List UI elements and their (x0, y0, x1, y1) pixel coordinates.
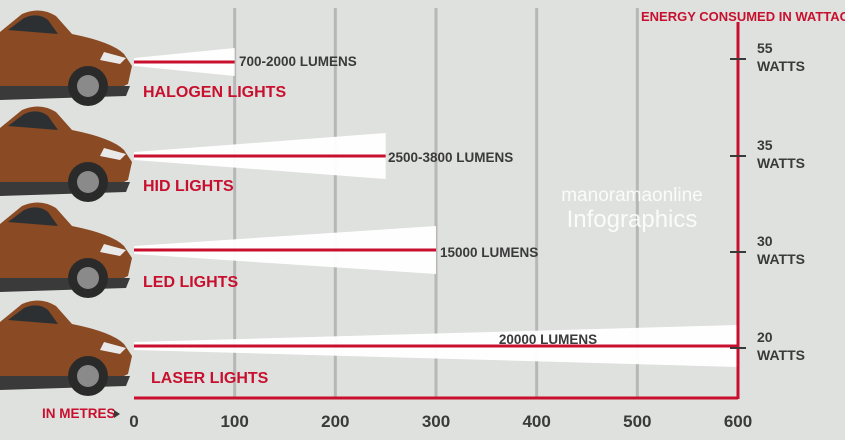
x-axis-label: IN METRES (42, 406, 116, 421)
label-layer: 700-2000 LUMENS 2500-3800 LUMENS 15000 LUM… (143, 54, 597, 387)
watermark-line2: Infographics (567, 206, 698, 233)
wattage-unit-2: WATTS (757, 155, 805, 171)
category-label-1: HALOGEN LIGHTS (143, 84, 286, 101)
wattage-unit-3: WATTS (757, 251, 805, 267)
beam-layer (134, 48, 738, 367)
brightness-label-2: 2500-3800 LUMENS (388, 150, 513, 165)
wattage-unit-4: WATTS (757, 347, 805, 363)
category-label-4: LASER LIGHTS (151, 370, 269, 387)
brightness-label-3: 15000 LUMENS (440, 245, 538, 260)
wattage-value-1: 55 (757, 40, 773, 56)
car-4 (0, 300, 132, 396)
wattage-unit-1: WATTS (757, 58, 805, 74)
category-label-3: LED LIGHTS (143, 274, 238, 291)
x-axis-arrow-icon (114, 410, 120, 418)
x-tick-label-0: 0 (129, 412, 138, 431)
brightness-label-4: 20000 LUMENS (499, 332, 597, 347)
wattage-value-4: 20 (757, 329, 773, 345)
x-tick-label-100: 100 (220, 412, 248, 431)
wattage-axis-label: ENERGY CONSUMED IN WATTAGE (641, 9, 845, 24)
wattage-value-2: 35 (757, 137, 773, 153)
watermark-line1: manoramaonline (561, 185, 703, 206)
x-tick-label-400: 400 (522, 412, 550, 431)
car-3 (0, 202, 132, 298)
x-tick-label-500: 500 (623, 412, 651, 431)
x-tick-label-600: 600 (724, 412, 752, 431)
wattage-value-3: 30 (757, 233, 773, 249)
car-2 (0, 106, 132, 202)
car-layer (0, 10, 132, 396)
car-1 (0, 10, 132, 106)
x-tick-label-200: 200 (321, 412, 349, 431)
watermark: manoramaonline Infographics (561, 185, 703, 233)
axis-layer: 0 100 200 300 400 500 600 IN METRES ENERGY CONSU… (42, 9, 845, 431)
x-tick-label-300: 300 (422, 412, 450, 431)
brightness-label-1: 700-2000 LUMENS (239, 54, 357, 69)
category-label-2: HID LIGHTS (143, 178, 234, 195)
